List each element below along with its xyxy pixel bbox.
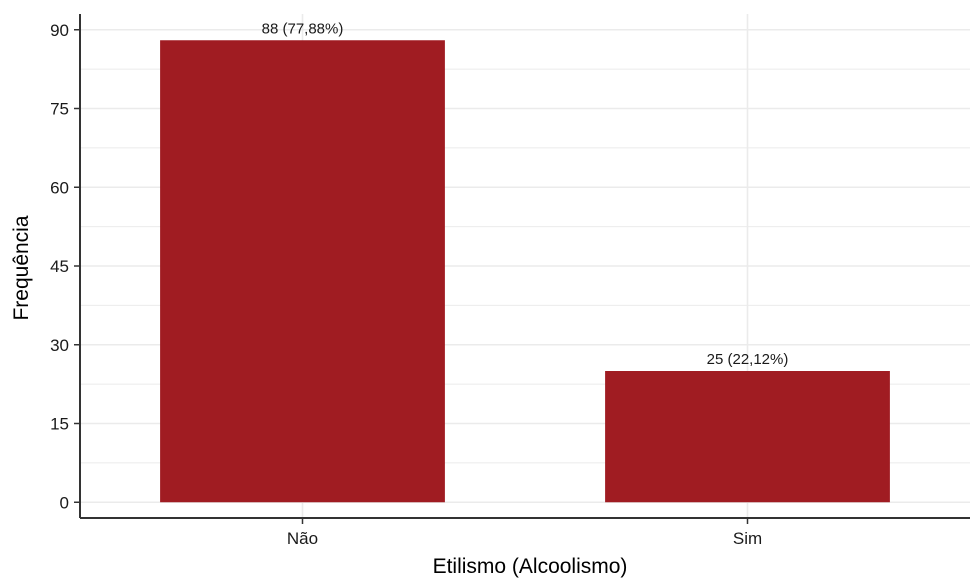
y-tick-label: 15 (50, 415, 69, 434)
x-axis-title: Etilismo (Alcoolismo) (433, 555, 628, 578)
x-tick-label: Sim (733, 529, 762, 548)
y-tick-label: 60 (50, 178, 69, 197)
y-tick-label: 0 (60, 493, 69, 512)
y-tick-labels: 0 15 30 45 60 75 90 (50, 21, 69, 513)
bar-nao (160, 40, 445, 503)
data-label: 88 (77,88%) (262, 20, 344, 37)
data-label: 25 (22,12%) (707, 351, 789, 368)
y-tick-label: 75 (50, 100, 69, 119)
y-axis-title: Frequência (10, 215, 33, 320)
axes (74, 14, 970, 524)
data-labels: 88 (77,88%) 25 (22,12%) (262, 20, 789, 368)
y-tick-label: 90 (50, 21, 69, 40)
bar-sim (605, 371, 890, 503)
y-tick-label: 30 (50, 336, 69, 355)
x-tick-labels: Não Sim (287, 529, 762, 548)
bars (160, 40, 890, 503)
x-tick-label: Não (287, 529, 318, 548)
y-tick-label: 45 (50, 257, 69, 276)
